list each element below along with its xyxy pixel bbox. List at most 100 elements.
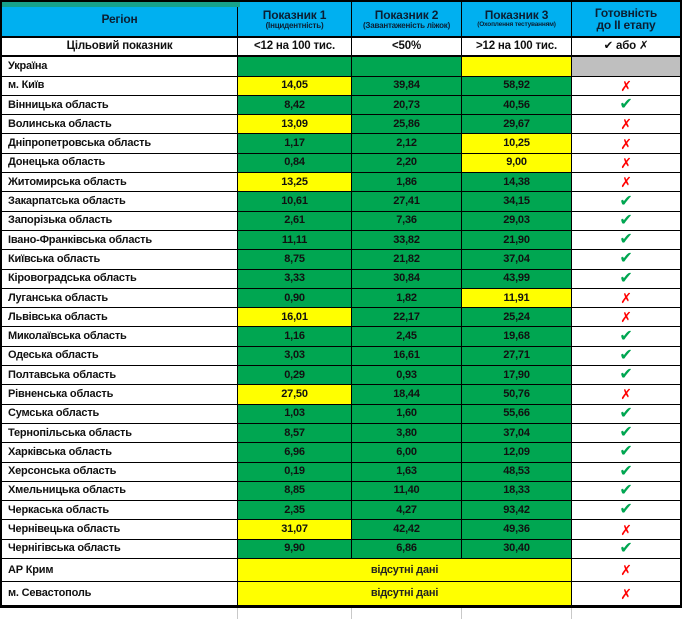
indicator1-value-cell: 0,90 [238,288,352,309]
no-data-cell: відсутні дані [238,559,572,583]
region-name-cell: Херсонська область [2,462,238,482]
indicator2-value-cell: 39,84 [352,76,462,96]
indicator2-value-cell: 3,80 [352,423,462,444]
indicator1-value-cell: 2,35 [238,501,352,521]
indicator2-value-cell: 4,27 [352,501,462,521]
header-indicator2-sub: (Завантаженість ліжок) [362,20,451,30]
indicator2-value-cell: 20,73 [352,95,462,116]
empty-cell [572,608,682,619]
indicator3-value-cell: 93,42 [462,501,572,521]
indicator3-value-cell: 58,92 [462,76,572,96]
empty-grid-row [0,608,682,619]
table-row: Кіровоградська область 3,33 30,84 43,99 ✔ [2,269,680,289]
table-row: Івано-Франківська область 11,11 33,82 21,90… [2,230,680,251]
header-readiness-line1: Готовність [594,6,658,20]
region-name-cell: Кіровоградська область [2,269,238,289]
header-indicator2-title: Показник 2 [374,7,439,22]
table-row: Миколаївська область 1,16 2,45 19,68 ✔ [2,327,680,347]
indicator1-value-cell: 10,61 [238,192,352,212]
table-row: Волинська область 13,09 25,86 29,67 ✗ [2,115,680,135]
indicator3-value-cell: 40,56 [462,95,572,116]
indicator1-value-cell: 13,25 [238,173,352,193]
status-mark-cell: ✗ [572,134,680,154]
table-row: Черкаська область 2,35 4,27 93,42 ✔ [2,501,680,521]
table-row: Тернопільська область 8,57 3,80 37,04 ✔ [2,423,680,444]
header-readiness-line2: до ІІ етапу [596,18,656,32]
status-mark-cell: ✔ [572,250,680,270]
table-row: Житомирська область 13,25 1,86 14,38 ✗ [2,173,680,193]
indicator3-value-cell [462,57,572,77]
header-region-label: Регіон [101,12,138,26]
indicator3-value-cell: 11,91 [462,288,572,309]
indicator3-value-cell: 17,90 [462,366,572,386]
empty-cell [0,608,238,619]
indicator1-value-cell: 1,17 [238,134,352,154]
empty-cell [352,608,462,619]
table-row: Вінницька область 8,42 20,73 40,56 ✔ [2,95,680,116]
table-row: Чернівецька область 31,07 42,42 49,36 ✗ [2,520,680,540]
header-region: Регіон [2,2,238,38]
table-row: Рівненська область 27,50 18,44 50,76 ✗ [2,385,680,405]
status-mark-cell [572,57,680,77]
table-row: Україна [2,57,680,77]
indicator1-value-cell: 0,84 [238,153,352,174]
region-name-cell: Україна [2,57,238,77]
status-mark-cell: ✔ [572,405,680,424]
table-row: Львівська область 16,01 22,17 25,24 ✗ [2,308,680,328]
region-name-cell: Дніпропетровська область [2,134,238,154]
indicator1-value-cell: 0,29 [238,366,352,386]
table-row: Дніпропетровська область 1,17 2,12 10,25 ✗ [2,134,680,154]
table-row: Луганська область 0,90 1,82 11,91 ✗ [2,288,680,309]
indicator1-value-cell: 9,90 [238,539,352,560]
status-mark-cell: ✔ [572,482,680,502]
region-name-cell: АР Крим [2,559,238,583]
table-row: Сумська область 1,03 1,60 55,66 ✔ [2,404,680,424]
indicator3-value-cell: 49,36 [462,520,572,540]
indicator1-value-cell: 8,75 [238,250,352,270]
indicator1-value-cell: 11,11 [238,230,352,251]
status-mark-cell: ✗ [572,77,680,96]
indicator2-value-cell: 6,86 [352,539,462,560]
indicator1-value-cell: 8,42 [238,95,352,116]
indicator2-value-cell [352,57,462,77]
table-row: Закарпатська область 10,61 27,41 34,15 ✔ [2,192,680,212]
region-name-cell: Миколаївська область [2,327,238,347]
region-name-cell: Чернігівська область [2,539,238,560]
status-mark-cell: ✔ [572,192,680,212]
header-indicator2: Показник 2 (Завантаженість ліжок) [352,2,462,38]
indicator2-value-cell: 2,45 [352,327,462,347]
indicator3-value-cell: 34,15 [462,192,572,212]
indicator3-value-cell: 37,04 [462,250,572,270]
target-indicator3-cell: >12 на 100 тис. [462,38,572,58]
region-name-cell: Донецька область [2,153,238,174]
indicator3-value-cell: 37,04 [462,423,572,444]
indicator1-value-cell: 0,19 [238,462,352,482]
table-row: Полтавська область 0,29 0,93 17,90 ✔ [2,366,680,386]
status-mark-cell: ✔ [572,501,680,521]
indicator2-value-cell: 18,44 [352,385,462,405]
indicator1-value-cell: 3,03 [238,346,352,367]
indicator2-value-cell: 2,12 [352,134,462,154]
region-name-cell: Львівська область [2,308,238,328]
indicator2-value-cell: 16,61 [352,346,462,367]
indicator3-value-cell: 29,67 [462,115,572,135]
status-mark-cell: ✔ [572,327,680,347]
indicator2-value-cell: 6,00 [352,443,462,463]
status-mark-cell: ✔ [572,463,680,482]
indicator3-value-cell: 21,90 [462,230,572,251]
indicator1-value-cell: 13,09 [238,115,352,135]
table-row: Донецька область 0,84 2,20 9,00 ✗ [2,153,680,174]
status-mark-cell: ✗ [572,173,680,193]
indicator2-value-cell: 33,82 [352,230,462,251]
header-indicator1-title: Показник 1 [262,7,327,22]
table-row: м. Київ 14,05 39,84 58,92 ✗ [2,76,680,96]
region-name-cell: Хмельницька область [2,481,238,502]
indicator2-value-cell: 22,17 [352,308,462,328]
indicator2-value-cell: 25,86 [352,115,462,135]
indicator1-value-cell: 8,57 [238,423,352,444]
indicator1-value-cell: 14,05 [238,76,352,96]
region-name-cell: Одеська область [2,346,238,367]
table-row: Хмельницька область 8,85 11,40 18,33 ✔ [2,481,680,502]
status-mark-cell: ✗ [572,289,680,309]
